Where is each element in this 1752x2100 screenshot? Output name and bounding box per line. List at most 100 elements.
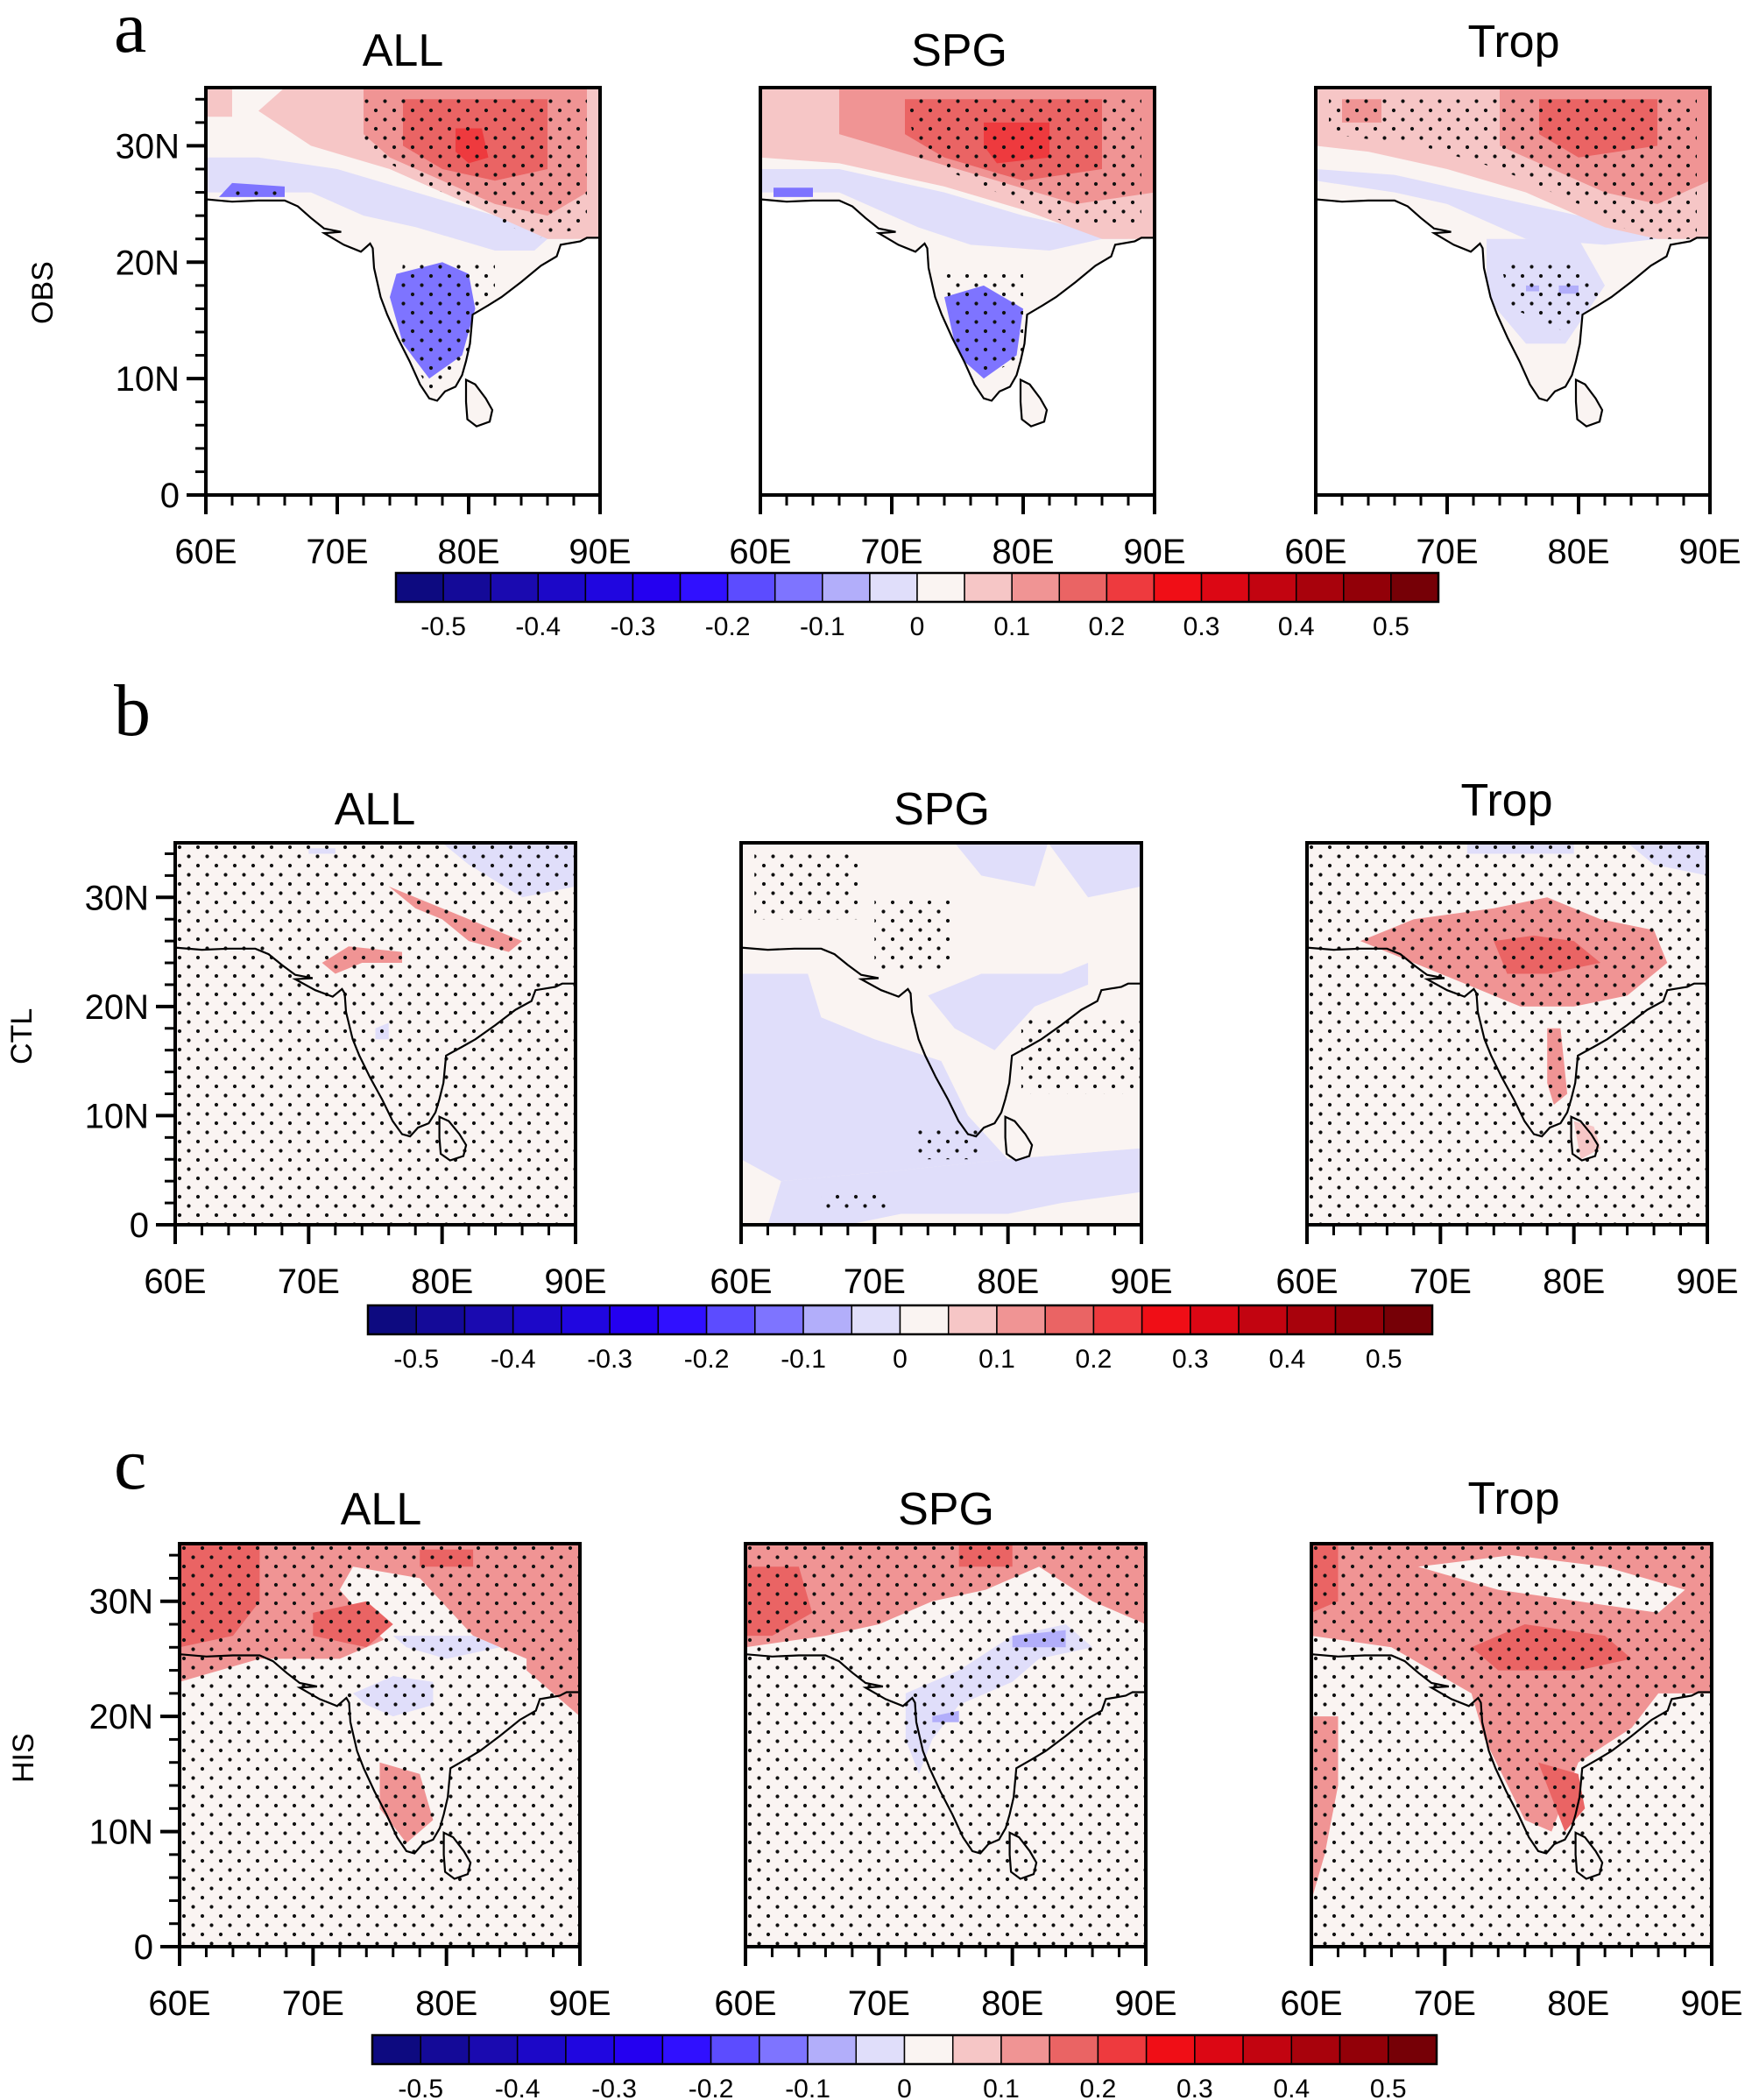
x-tick-label: 80E [411, 1262, 473, 1301]
colorbar-swatch [420, 2034, 470, 2065]
colorbar-swatch [1000, 2034, 1050, 2065]
colorbar-label: -0.2 [705, 612, 751, 641]
colorbar-swatch [851, 1305, 901, 1335]
contour-region [206, 88, 232, 117]
map-field [180, 1544, 580, 1947]
x-tick-label: 90E [1110, 1262, 1172, 1301]
map-field [1316, 88, 1710, 495]
colorbar-swatch [442, 572, 491, 603]
colorbar-label: -0.3 [591, 2075, 637, 2100]
colorbar-label: 0.2 [1080, 2075, 1117, 2100]
map-obs-all: 60E 70E 80E 90E 0 10N 20N 30N [116, 86, 632, 571]
colorbar-swatch [822, 572, 871, 603]
coastline [741, 946, 1141, 1138]
y-tick-label: 10N [89, 1814, 153, 1852]
map-frame [178, 1542, 582, 1948]
colorbar-swatch [1194, 2034, 1244, 2065]
colorbar-label: -0.2 [689, 2075, 734, 2100]
stipple-area [745, 1544, 1146, 1947]
colorbar-swatch [463, 1305, 514, 1335]
colorbar-label: 0 [897, 2075, 912, 2100]
colorbar-swatch [1049, 2034, 1099, 2065]
colorbar-label: 0.2 [1089, 612, 1126, 641]
stipple-area [1311, 1544, 1712, 1947]
y-tick-label: 30N [89, 1583, 153, 1622]
stipple-area [180, 1544, 580, 1947]
coastline [1307, 946, 1707, 1138]
x-tick-label: 70E [1409, 1262, 1472, 1301]
x-tick-label: 90E [1114, 1984, 1176, 2023]
sri-lanka-coastline [442, 1831, 472, 1880]
colorbar-swatch [1238, 1305, 1289, 1335]
stipple-area [1021, 1017, 1141, 1094]
colorbar-label: 0.5 [1366, 1345, 1402, 1374]
colorbar-swatch [869, 572, 918, 603]
sri-lanka-coastline [1019, 378, 1049, 428]
stipple-area [364, 99, 587, 239]
colorbar-swatch [1044, 1305, 1095, 1335]
stipple-area [905, 99, 1141, 228]
x-tick-label: 70E [282, 1984, 344, 2023]
colorbar-swatch [759, 2034, 809, 2065]
row-label-his: HIS [7, 1733, 40, 1783]
x-tick-label: 90E [544, 1262, 606, 1301]
colorbar-label: 0 [910, 612, 925, 641]
x-tick-label: 60E [1275, 1262, 1338, 1301]
colorbar-label: 0.1 [983, 2075, 1020, 2100]
map-obs-spg: 60E 70E 80E 90E [729, 86, 1186, 571]
x-tick-label: 70E [306, 533, 368, 571]
colorbar-label: -0.5 [398, 2075, 443, 2100]
panel-title-obs-trop: Trop [1467, 17, 1560, 67]
stipple-area [874, 897, 955, 974]
colorbar-swatch [774, 572, 823, 603]
map-field [1307, 843, 1707, 1225]
significance-stipple [754, 853, 1141, 1209]
x-tick-label: 80E [1547, 533, 1609, 571]
stipple-area [944, 273, 1023, 379]
panel-title-his-trop: Trop [1467, 1474, 1560, 1524]
panel-title-obs-spg: SPG [911, 25, 1007, 76]
panel-title-ctl-all: ALL [334, 784, 416, 835]
colorbar-label: -0.4 [495, 2075, 540, 2100]
x-tick-label: 90E [1676, 1262, 1738, 1301]
map-field [1311, 1544, 1712, 1947]
x-tick-label: 80E [992, 533, 1054, 571]
colorbar-label: 0.2 [1076, 1345, 1113, 1374]
y-tick-label: 10N [85, 1097, 149, 1135]
map-ctl-spg: 60E 70E 80E 90E [710, 841, 1173, 1301]
colorbar-label: -0.3 [611, 612, 656, 641]
colorbar-swatch [1390, 572, 1439, 603]
y-tick-label: 10N [116, 360, 180, 399]
x-tick-label: 70E [844, 1262, 906, 1301]
colorbar-label: -0.3 [587, 1345, 632, 1374]
sri-lanka-coastline [1570, 1114, 1600, 1162]
colorbar-swatch [679, 572, 729, 603]
coastline [180, 1653, 580, 1855]
x-tick-label: 60E [144, 1262, 206, 1301]
colorbar-swatch [802, 1305, 853, 1335]
significance-stipple [1307, 843, 1707, 1225]
colorbar-swatch [468, 2034, 519, 2065]
colorbar-swatch [1242, 2034, 1293, 2065]
colorbar-label: 0 [893, 1345, 908, 1374]
y-tick-label: 20N [116, 244, 180, 282]
colorbar-swatch [1388, 2034, 1438, 2065]
sri-lanka-coastline [1008, 1831, 1038, 1880]
panel-title-obs-all: ALL [362, 25, 444, 76]
map-field [745, 1544, 1146, 1947]
map-frame [204, 86, 602, 497]
x-tick-label: 70E [1414, 1984, 1476, 2023]
map-frame [1310, 1542, 1713, 1948]
x-tick-label: 90E [569, 533, 631, 571]
colorbar-swatch [726, 572, 776, 603]
panel-title-his-all: ALL [340, 1484, 422, 1535]
colorbar-swatch [947, 1305, 998, 1335]
coastline [1311, 1653, 1712, 1855]
panel-title-his-spg: SPG [898, 1484, 994, 1535]
colorbar-label: 0.3 [1183, 612, 1220, 641]
colorbar-swatch [1092, 1305, 1143, 1335]
stipple-area [1500, 262, 1605, 332]
x-tick-label: 80E [1547, 1984, 1609, 2023]
colorbar-swatch [1286, 1305, 1337, 1335]
y-tick-label: 0 [130, 1206, 149, 1245]
